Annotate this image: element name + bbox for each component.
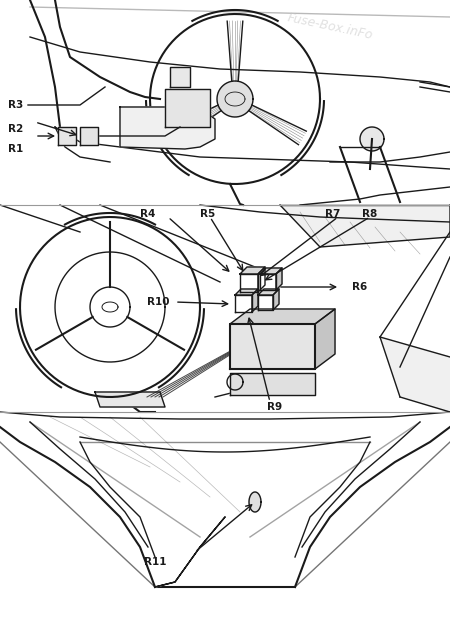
Polygon shape [260,274,276,290]
Polygon shape [280,205,450,247]
Polygon shape [0,205,450,412]
Polygon shape [249,492,261,512]
Polygon shape [58,127,76,145]
Text: R6: R6 [352,282,367,292]
Text: R4: R4 [140,209,156,219]
Polygon shape [380,337,450,412]
Polygon shape [258,295,273,310]
Polygon shape [170,67,190,87]
Text: R10: R10 [147,297,169,307]
Polygon shape [120,107,215,149]
Text: R3: R3 [8,100,23,110]
Text: R5: R5 [200,209,216,219]
Polygon shape [260,268,282,274]
Polygon shape [240,267,265,274]
Text: R11: R11 [144,557,166,567]
Polygon shape [258,267,265,292]
Polygon shape [230,309,335,324]
Text: R9: R9 [267,402,283,412]
Polygon shape [0,412,450,617]
Polygon shape [258,289,279,295]
Polygon shape [95,392,165,407]
Polygon shape [240,274,258,292]
Polygon shape [273,289,279,310]
Text: R7: R7 [325,209,341,219]
Polygon shape [80,127,98,145]
Polygon shape [217,81,253,117]
Polygon shape [276,268,282,290]
Polygon shape [230,373,315,395]
Text: R1: R1 [8,144,23,154]
Polygon shape [235,295,252,312]
Text: Fuse-Box.inFo: Fuse-Box.inFo [286,12,374,43]
Polygon shape [235,289,258,295]
Polygon shape [252,289,258,312]
Polygon shape [0,0,450,205]
Text: R8: R8 [362,209,378,219]
Polygon shape [360,127,384,151]
Polygon shape [315,309,335,369]
Polygon shape [155,517,225,587]
Text: R2: R2 [8,124,23,134]
Polygon shape [165,89,210,127]
Polygon shape [230,324,315,369]
